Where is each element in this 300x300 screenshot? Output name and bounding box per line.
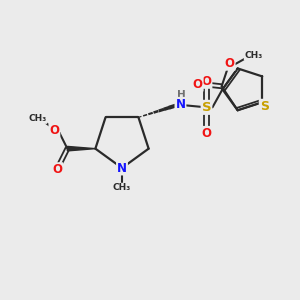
Text: O: O <box>202 127 212 140</box>
Polygon shape <box>68 146 95 151</box>
Text: S: S <box>260 100 269 113</box>
Text: N: N <box>117 161 127 175</box>
Text: O: O <box>225 57 235 70</box>
Text: O: O <box>202 75 212 88</box>
Text: O: O <box>193 78 203 91</box>
Text: N: N <box>176 98 185 111</box>
Text: O: O <box>52 163 62 176</box>
Text: S: S <box>202 101 211 114</box>
Text: CH₃: CH₃ <box>28 114 46 123</box>
Text: H: H <box>177 90 186 100</box>
Text: CH₃: CH₃ <box>113 184 131 193</box>
Text: CH₃: CH₃ <box>244 51 263 60</box>
Text: O: O <box>50 124 59 137</box>
